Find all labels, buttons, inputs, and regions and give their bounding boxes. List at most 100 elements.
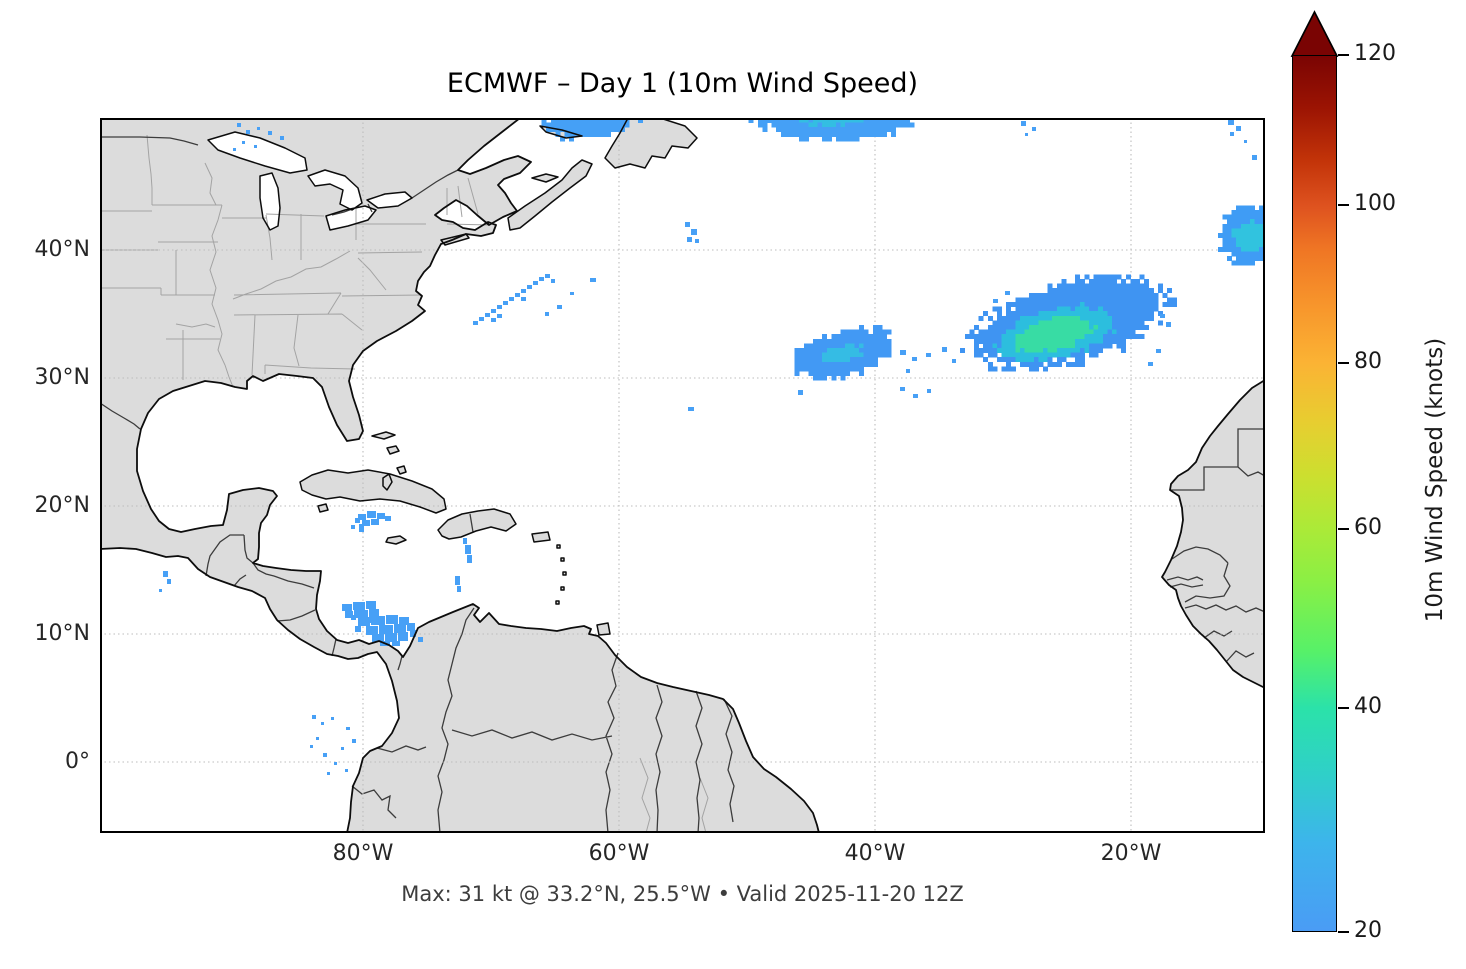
west-of-blob-patch <box>854 366 860 372</box>
north-atlantic-top-right <box>836 136 841 142</box>
north-atlantic-top-right <box>845 136 851 142</box>
main-max-blob <box>1010 311 1016 317</box>
main-max-blob <box>1006 325 1012 330</box>
map-plot-area <box>100 118 1265 833</box>
main-max-blob <box>1024 306 1030 312</box>
west-of-iberia-patch <box>1231 219 1237 225</box>
west-of-iberia-patch <box>1236 223 1242 229</box>
west-of-blob-patch <box>836 348 841 353</box>
north-atlantic-top-left <box>546 127 552 133</box>
north-atlantic-top-right <box>799 118 805 123</box>
west-of-blob-patch <box>845 361 851 367</box>
west-of-blob-patch <box>886 329 892 335</box>
west-of-blob-patch <box>845 352 851 358</box>
west-of-iberia-patch <box>1254 210 1260 215</box>
colorbar-tick-mark <box>1338 931 1349 933</box>
main-max-blob <box>1024 297 1030 303</box>
lake-superior-dots <box>280 136 284 140</box>
africa-landmass <box>1161 379 1265 689</box>
caribbean-colombia-patch <box>385 633 397 642</box>
main-max-blob <box>1102 334 1108 340</box>
offshore-hatteras-streak <box>521 289 526 293</box>
caribbean-colombia-patch <box>418 637 423 642</box>
west-of-blob-patch <box>799 366 805 372</box>
west-of-blob-patch <box>859 352 864 358</box>
main-max-blob <box>987 348 993 353</box>
main-max-blob <box>1135 288 1140 294</box>
west-of-blob-patch <box>826 338 832 344</box>
west-of-iberia-patch <box>1245 251 1251 257</box>
main-max-blob <box>1033 306 1039 312</box>
west-of-iberia-patch <box>1236 228 1242 234</box>
west-of-blob-patch <box>872 343 878 349</box>
north-atlantic-top-right <box>808 127 814 133</box>
main-max-blob <box>1015 338 1021 344</box>
north-atlantic-top-right <box>836 127 841 133</box>
west-of-iberia-patch <box>1254 246 1260 252</box>
main-max-blob <box>1043 352 1048 358</box>
main-max-blob <box>1001 334 1007 340</box>
main-max-blob <box>1075 302 1081 307</box>
main-max-blob <box>1070 343 1076 349</box>
main-max-blob <box>1038 306 1044 312</box>
main-blob-strays <box>1160 314 1165 318</box>
main-max-blob <box>1148 302 1154 307</box>
colorbar-tick-mark <box>1338 528 1349 531</box>
main-max-blob <box>1052 320 1058 326</box>
north-atlantic-top-left <box>638 118 644 123</box>
main-max-blob <box>1135 292 1140 298</box>
y-tick-label: 20°N <box>34 493 90 518</box>
main-max-blob <box>1029 366 1035 372</box>
main-max-blob <box>1102 325 1108 330</box>
south-of-haiti-streaks <box>463 538 467 544</box>
main-max-blob <box>1015 320 1021 326</box>
main-max-blob <box>1079 343 1085 349</box>
north-atlantic-top-left <box>606 127 611 133</box>
main-max-blob <box>1043 329 1048 335</box>
west-of-blob-patch <box>840 375 846 381</box>
main-max-blob <box>1121 325 1127 330</box>
west-of-blob-patch <box>822 338 828 344</box>
south-of-cuba-patch <box>362 520 370 526</box>
main-max-blob <box>1139 274 1145 280</box>
north-atlantic-top-left <box>601 122 607 128</box>
main-max-blob <box>1098 311 1104 317</box>
main-max-blob <box>1056 329 1062 335</box>
south-of-haiti-streaks <box>467 555 472 563</box>
west-of-iberia-patch <box>1240 205 1246 211</box>
main-max-blob <box>1148 297 1154 303</box>
mid-atlantic-scatter <box>900 350 906 355</box>
west-of-blob-patch <box>813 343 818 349</box>
main-max-blob <box>1047 357 1053 363</box>
main-max-blob <box>1010 348 1016 353</box>
west-of-blob-patch <box>872 352 878 358</box>
main-max-blob <box>1075 288 1081 294</box>
main-max-blob <box>1029 338 1035 344</box>
west-of-iberia-patch <box>1240 233 1246 238</box>
main-max-blob <box>1107 338 1113 344</box>
main-max-blob <box>1107 311 1113 317</box>
west-of-iberia-patch <box>1240 251 1246 257</box>
west-of-blob-patch <box>831 375 837 381</box>
main-max-blob <box>1121 315 1127 321</box>
north-atlantic-top-right <box>762 118 768 123</box>
main-max-blob <box>1010 366 1016 372</box>
north-atlantic-top-left <box>560 136 565 142</box>
colorbar-tick-mark <box>1338 54 1349 56</box>
mid-atlantic-scatter <box>688 407 694 411</box>
main-max-blob <box>1112 329 1117 335</box>
west-of-blob-patch <box>817 371 823 376</box>
main-max-blob <box>1061 352 1067 358</box>
main-max-blob <box>1079 357 1085 363</box>
main-max-blob <box>1084 283 1090 289</box>
west-of-blob-patch <box>817 343 823 349</box>
west-of-iberia-patch <box>1245 214 1251 220</box>
main-max-blob <box>1075 348 1081 353</box>
south-of-haiti-streaks <box>457 586 461 592</box>
north-atlantic-top-left <box>564 122 570 128</box>
west-of-blob-patch <box>868 357 874 363</box>
main-max-blob <box>1061 288 1067 294</box>
main-max-blob <box>992 325 998 330</box>
main-max-blob <box>1093 352 1099 358</box>
north-atlantic-top-right <box>799 131 805 137</box>
